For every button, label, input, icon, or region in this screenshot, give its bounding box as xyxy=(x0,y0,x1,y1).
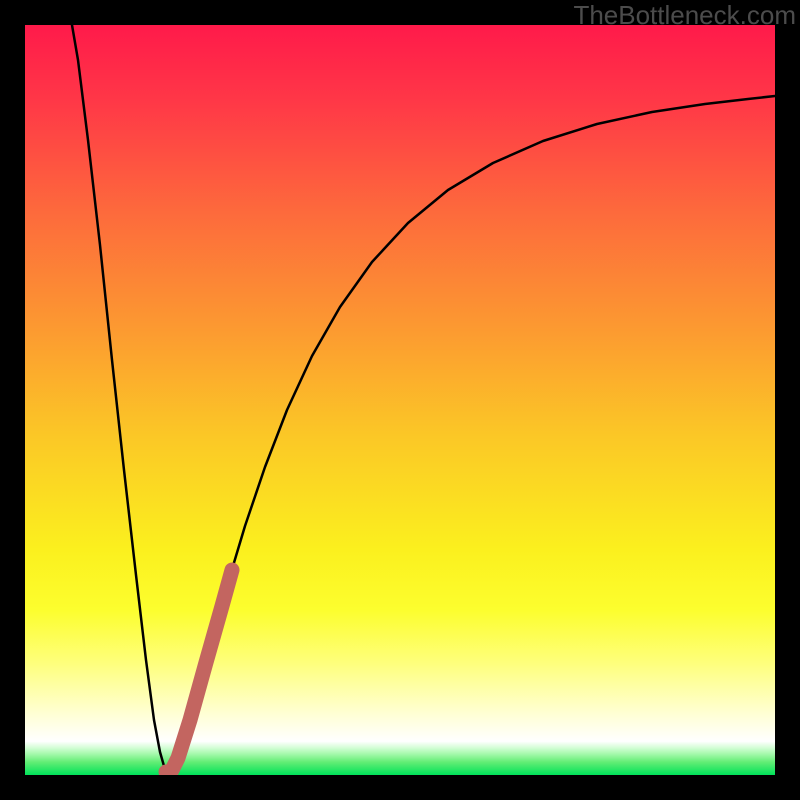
plot-area xyxy=(25,25,775,775)
curve-layer xyxy=(25,25,775,775)
gradient-background xyxy=(25,25,775,775)
watermark-text: TheBottleneck.com xyxy=(573,0,796,31)
chart-root: TheBottleneck.com xyxy=(0,0,800,800)
